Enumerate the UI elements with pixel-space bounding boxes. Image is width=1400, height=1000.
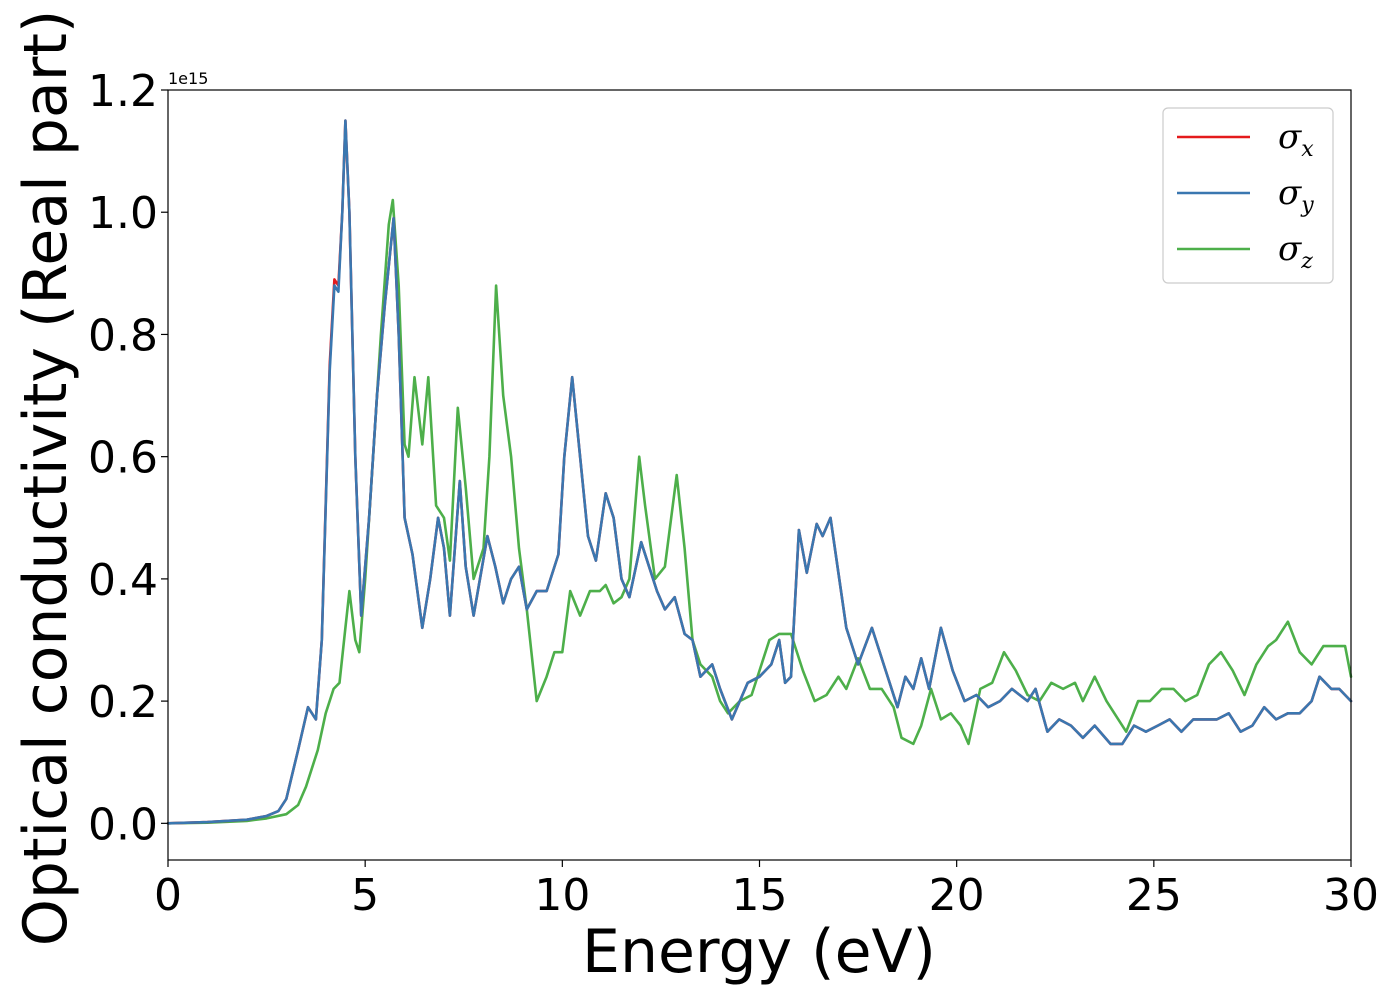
series-layer: [166, 119, 1353, 825]
x-tick-label: 0: [154, 870, 182, 921]
y-tick-label: 1.0: [88, 188, 158, 239]
y-axis-label: Optical conductivity (Real part): [11, 10, 81, 947]
y-offset-label: 1e15: [168, 69, 208, 88]
y-tick-label: 0.2: [88, 677, 158, 728]
legend: σx σy σz: [1162, 107, 1334, 284]
x-tick-label: 15: [732, 870, 788, 921]
legend-label-y: σy: [1278, 173, 1314, 218]
y-tick-label: 0.0: [88, 799, 158, 850]
x-axis-ticks: 0 5 10 15 20 25 30: [154, 860, 1379, 921]
series-line-z: [166, 198, 1353, 825]
y-tick-label: 0.8: [88, 310, 158, 361]
y-tick-label: 1.2: [88, 66, 158, 117]
x-tick-label: 10: [534, 870, 590, 921]
y-tick-label: 0.6: [88, 433, 158, 484]
legend-label-z: σz: [1278, 229, 1313, 274]
x-tick-label: 30: [1323, 870, 1379, 921]
y-tick-label: 0.4: [88, 555, 158, 606]
x-axis-label: Energy (eV): [582, 917, 936, 987]
x-tick-label: 5: [351, 870, 379, 921]
x-tick-label: 25: [1126, 870, 1182, 921]
y-axis-ticks: 0.0 0.2 0.4 0.6 0.8 1.0 1.2: [88, 66, 168, 850]
legend-label-x: σx: [1278, 117, 1314, 162]
series-line-y: [166, 119, 1353, 825]
legend-box: [1162, 107, 1334, 284]
x-tick-label: 20: [929, 870, 985, 921]
